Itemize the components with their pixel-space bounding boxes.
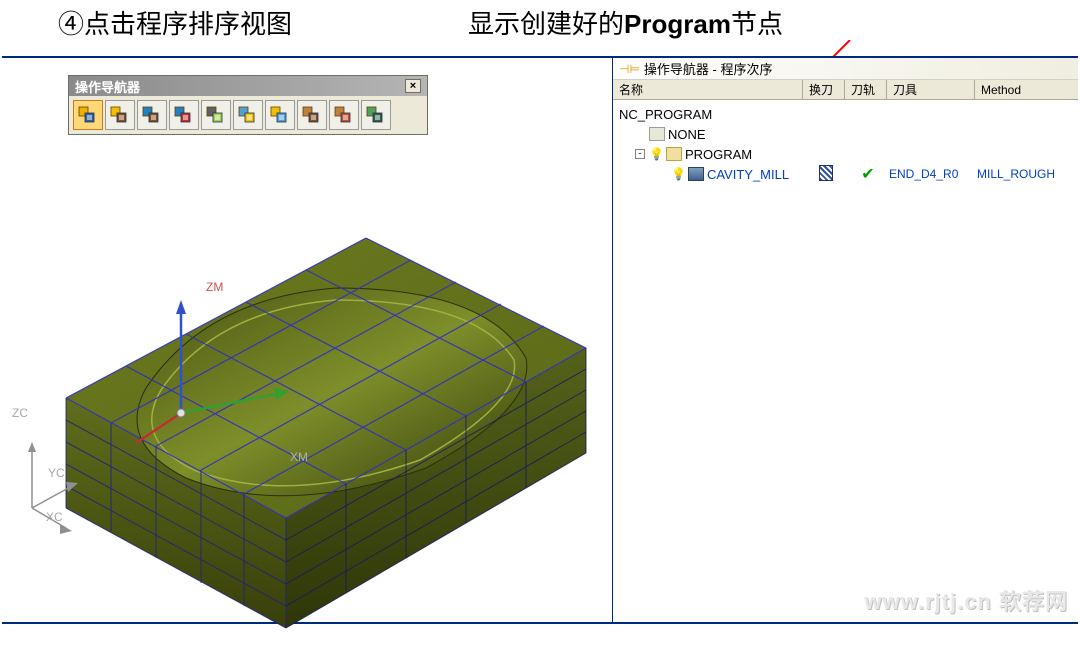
navigator-title-text: 操作导航器 - 程序次序 (644, 59, 773, 78)
nc-program-label: NC_PROGRAM (619, 107, 712, 122)
pin-icon: ⊣⊨ (619, 62, 640, 76)
col-name[interactable]: 名称 (613, 80, 803, 99)
navigator-title: ⊣⊨ 操作导航器 - 程序次序 (613, 58, 1078, 80)
operation-navigator-toolbar: 操作导航器 × (68, 75, 428, 135)
model-3d-render (6, 218, 606, 658)
machining-method-view-button[interactable] (169, 100, 199, 130)
toolchange-icon (819, 165, 833, 181)
method-label: MILL_ROUGH (977, 167, 1076, 181)
axis-zc-label: ZC (12, 406, 28, 420)
tree-root-nc-program[interactable]: NC_PROGRAM (615, 104, 1076, 124)
operation-name-label: CAVITY_MILL (707, 167, 789, 182)
none-label: NONE (668, 127, 706, 142)
collapse-all-button[interactable] (329, 100, 359, 130)
col-tool[interactable]: 刀具 (887, 80, 975, 99)
annotation-right-post: 节点 (731, 9, 783, 39)
export-browser-button[interactable] (361, 100, 391, 130)
toolpath-check-icon: ✔ (847, 164, 889, 184)
find-object-button[interactable] (201, 100, 231, 130)
expand-minus-icon[interactable]: - (635, 149, 645, 159)
toolbar-close-button[interactable]: × (405, 79, 421, 93)
folder-icon (666, 147, 682, 161)
tool-label: END_D4_R0 (889, 167, 977, 181)
col-method[interactable]: Method (975, 80, 1078, 99)
annotation-left-label: ④点击程序排序视图 (58, 4, 292, 41)
machine-tool-view-button[interactable] (105, 100, 135, 130)
tree-operation-cavity-mill[interactable]: 💡 CAVITY_MILL ✔ END_D4_R0 MILL_ROUGH (615, 164, 1076, 184)
axis-xc-label: XC (46, 510, 63, 524)
bulb-icon: 💡 (649, 147, 664, 161)
col-toolpath[interactable]: 刀轨 (845, 80, 887, 99)
col-toolchange[interactable]: 换刀 (803, 80, 845, 99)
navigator-tree: NC_PROGRAM - NONE - 💡 PROGRAM 💡 CAVITY_M… (613, 100, 1078, 188)
watermark-label: www.rjtj.cn 软荐网 (864, 584, 1068, 616)
create-filter-button[interactable] (233, 100, 263, 130)
toolbar-titlebar: 操作导航器 × (69, 76, 427, 96)
navigator-panel: ⊣⊨ 操作导航器 - 程序次序 名称 换刀 刀轨 刀具 Method NC_PR… (612, 58, 1078, 622)
expand-all-button[interactable] (297, 100, 327, 130)
toolbar-title-text: 操作导航器 (75, 77, 140, 96)
annotation-right-label: 显示创建好的Program节点 (468, 4, 783, 41)
tree-none-node[interactable]: - NONE (615, 124, 1076, 144)
bulb-icon: 💡 (671, 167, 686, 181)
navigator-columns: 名称 换刀 刀轨 刀具 Method (613, 80, 1078, 100)
toolbar-icon-row (69, 96, 427, 134)
viewport-3d: ZM XM ZC YC XC (2, 58, 604, 622)
axis-yc-label: YC (48, 466, 65, 480)
annotation-right-pre: 显示创建好的 (468, 9, 624, 39)
annotation-right-bold: Program (624, 9, 731, 39)
axis-zm-label: ZM (206, 280, 223, 294)
apply-filter-button[interactable] (265, 100, 295, 130)
program-label: PROGRAM (685, 147, 752, 162)
tree-program-node[interactable]: - 💡 PROGRAM (615, 144, 1076, 164)
axis-xm-label: XM (290, 450, 308, 464)
geometry-view-button[interactable] (137, 100, 167, 130)
program-order-view-button[interactable] (73, 100, 103, 130)
cavity-mill-icon (688, 167, 704, 181)
folder-icon (649, 127, 665, 141)
